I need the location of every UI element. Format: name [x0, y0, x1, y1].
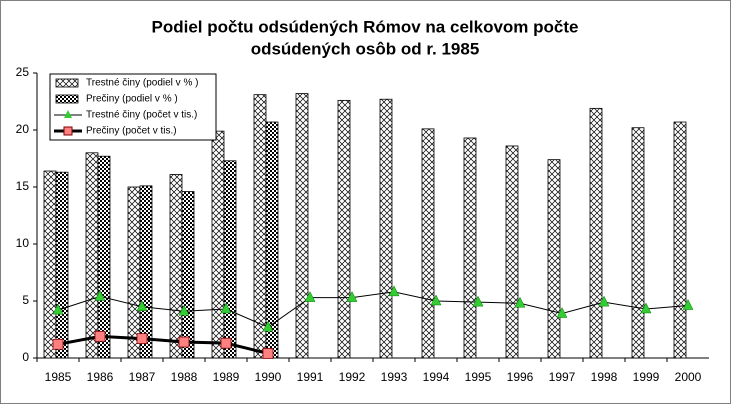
marker: [220, 302, 232, 314]
bar: [211, 130, 225, 359]
legend-label: Trestné činy (počet v tis.): [86, 110, 197, 121]
legend-swatch: [55, 78, 79, 88]
chart-title: odsúdených osôb od r. 1985: [251, 39, 480, 58]
y-tick-label: 15: [16, 179, 30, 193]
marker: [94, 330, 106, 342]
bar: [295, 93, 309, 359]
bar: [169, 174, 183, 359]
legend-label: Prečiny (počet v tis.): [86, 126, 177, 137]
legend-swatch: [55, 94, 79, 104]
marker: [346, 291, 358, 302]
marker: [136, 300, 148, 311]
bar: [379, 98, 393, 359]
x-tick-label: 1996: [507, 370, 534, 384]
bar: [97, 155, 111, 359]
marker: [178, 336, 190, 348]
x-tick-label: 1993: [381, 370, 408, 384]
bar: [55, 171, 69, 359]
marker: [598, 295, 610, 307]
x-tick-label: 1997: [549, 370, 576, 384]
x-tick-label: 1988: [171, 370, 198, 384]
chart-title: Podiel počtu odsúdených Rómov na celkovo…: [152, 17, 579, 36]
marker: [178, 304, 190, 316]
line: [57, 291, 689, 328]
bar: [589, 107, 603, 359]
legend-label: Prečiny (podiel v % ): [86, 94, 178, 105]
marker: [388, 285, 400, 297]
marker: [52, 338, 64, 350]
legend-swatch: [64, 110, 72, 118]
bar: [181, 191, 195, 359]
marker: [52, 303, 64, 315]
y-tick-label: 0: [22, 350, 29, 364]
y-tick-label: 20: [16, 122, 30, 136]
bar: [673, 121, 687, 359]
x-tick-label: 1987: [129, 370, 156, 384]
marker: [220, 337, 232, 349]
x-tick-label: 1999: [633, 370, 660, 384]
legend-swatch: [63, 126, 73, 136]
bar: [253, 94, 267, 359]
bar: [421, 128, 435, 359]
line: [57, 334, 269, 355]
x-tick-label: 1986: [87, 370, 114, 384]
bar: [631, 127, 645, 359]
y-tick-label: 5: [22, 293, 29, 307]
marker: [514, 296, 526, 308]
y-tick-label: 10: [16, 236, 30, 250]
bar: [337, 99, 351, 359]
x-tick-label: 2000: [675, 370, 702, 384]
marker: [682, 299, 694, 310]
bar: [43, 170, 57, 359]
x-tick-label: 1989: [213, 370, 240, 384]
x-tick-label: 1990: [255, 370, 282, 384]
bar: [505, 145, 519, 359]
bar: [223, 160, 237, 359]
marker: [640, 302, 652, 314]
legend-label: Trestné činy (podiel v % ): [86, 78, 198, 89]
x-tick-label: 1985: [45, 370, 72, 384]
bar: [139, 185, 153, 359]
y-tick-label: 25: [16, 65, 30, 79]
marker: [556, 306, 568, 318]
marker: [262, 320, 274, 332]
marker: [472, 295, 484, 307]
bar: [463, 137, 477, 359]
bar: [127, 186, 141, 359]
bar: [547, 159, 561, 359]
x-tick-label: 1992: [339, 370, 366, 384]
marker: [136, 333, 148, 345]
marker: [430, 294, 442, 306]
marker: [262, 348, 274, 359]
x-tick-label: 1998: [591, 370, 618, 384]
marker: [304, 291, 316, 302]
marker: [94, 289, 106, 301]
x-tick-label: 1995: [465, 370, 492, 384]
x-tick-label: 1994: [423, 370, 450, 384]
x-tick-label: 1991: [297, 370, 324, 384]
bar: [85, 152, 99, 359]
